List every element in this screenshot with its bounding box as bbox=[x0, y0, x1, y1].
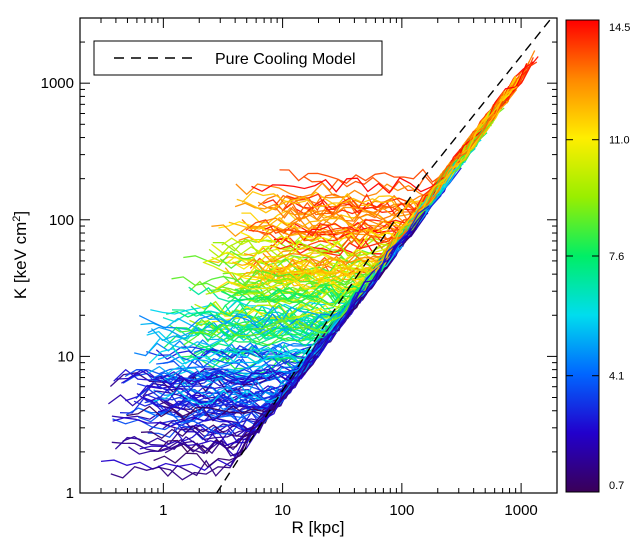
profile-line bbox=[235, 89, 518, 200]
profile-line bbox=[148, 163, 464, 365]
axis-layer: 1 10 100 1000 1 10 100 1000 bbox=[41, 18, 557, 519]
profile-line bbox=[262, 77, 522, 217]
profile-line bbox=[238, 105, 502, 245]
profile-line bbox=[122, 212, 426, 445]
y-axis-label-superscript: 2 bbox=[11, 216, 23, 222]
profile-line bbox=[110, 211, 422, 481]
profile-line bbox=[279, 67, 529, 184]
colorbar-tick-label: 4.1 bbox=[609, 371, 624, 383]
colorbar-tick-label: 11.0 bbox=[609, 135, 630, 147]
reference-layer bbox=[216, 18, 553, 493]
colorbar-tick-label: 7.6 bbox=[609, 251, 624, 263]
profile-line bbox=[256, 90, 505, 245]
series-layer bbox=[100, 50, 539, 481]
profile-line bbox=[112, 230, 413, 434]
x-tick-label: 10 bbox=[274, 502, 291, 519]
profile-line bbox=[280, 83, 513, 224]
pure-cooling-line bbox=[216, 18, 553, 493]
profile-line bbox=[156, 205, 430, 393]
y-tick-label: 100 bbox=[49, 212, 74, 229]
x-tick-label: 1 bbox=[159, 502, 167, 519]
x-tick-label: 100 bbox=[389, 502, 414, 519]
colorbar-ticks: 0.7 4.1 7.6 11.0 14.5 bbox=[566, 19, 630, 493]
y-tick-label: 10 bbox=[57, 348, 74, 365]
legend-label: Pure Cooling Model bbox=[215, 51, 356, 68]
legend-box: Pure Cooling Model bbox=[93, 40, 383, 76]
colorbar: 0.7 4.1 7.6 11.0 14.5 bbox=[565, 19, 630, 493]
x-tick-label: 1000 bbox=[504, 502, 537, 519]
profile-line bbox=[262, 92, 503, 267]
y-tick-label: 1 bbox=[66, 485, 74, 502]
profile-line bbox=[171, 118, 487, 326]
y-tick-label: 1000 bbox=[41, 75, 74, 92]
profile-line bbox=[303, 61, 530, 193]
x-axis-label: R [kpc] bbox=[292, 518, 345, 537]
colorbar-tick-label: 14.5 bbox=[609, 22, 630, 34]
profile-line bbox=[297, 90, 515, 276]
colorbar-tick-label: 0.7 bbox=[609, 480, 624, 492]
profile-line bbox=[245, 86, 518, 282]
y-axis-label: K [keV cm2] bbox=[11, 211, 30, 299]
profile-line bbox=[232, 129, 484, 273]
